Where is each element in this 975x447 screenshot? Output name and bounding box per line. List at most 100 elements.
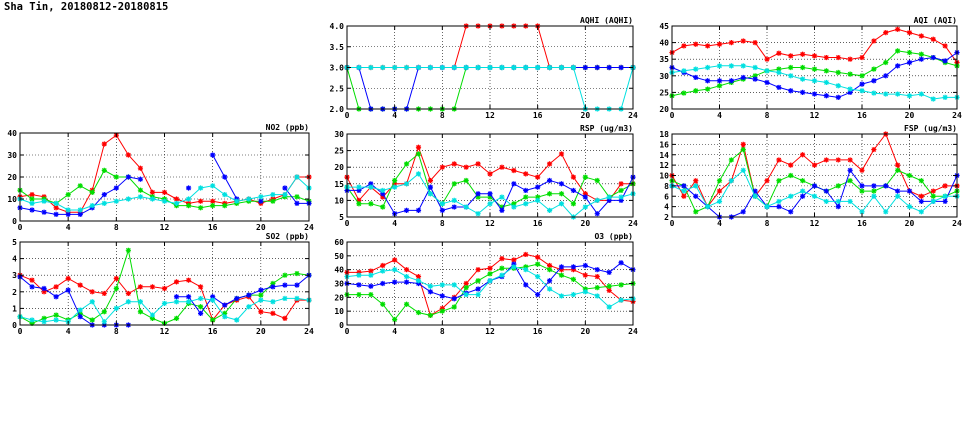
- x-tick-label: 8: [440, 327, 445, 336]
- data-point: [558, 64, 565, 71]
- data-point: [356, 272, 362, 278]
- data-point: [185, 203, 192, 209]
- data-point: [294, 270, 300, 277]
- data-point: [137, 176, 144, 182]
- data-point: [210, 297, 216, 303]
- y-tick-label: 2.5: [330, 84, 345, 93]
- data-point: [53, 294, 59, 300]
- data-point: [270, 280, 276, 287]
- data-point: [487, 191, 493, 197]
- data-point: [606, 304, 612, 310]
- y-tick-label: 0: [12, 217, 17, 226]
- x-tick-label: 12: [810, 111, 820, 120]
- data-point: [895, 162, 901, 168]
- x-tick-label: 4: [717, 111, 722, 120]
- data-point: [368, 181, 374, 187]
- data-point: [380, 204, 386, 210]
- data-point: [439, 293, 445, 299]
- chart-title: FSP (ug/m3): [904, 124, 957, 133]
- x-tick-label: 24: [304, 327, 314, 336]
- data-point: [847, 71, 853, 77]
- data-point: [752, 76, 758, 82]
- data-point: [811, 78, 818, 84]
- data-point: [859, 81, 865, 87]
- x-tick-label: 8: [114, 223, 119, 232]
- y-tick-label: 40: [7, 129, 17, 138]
- y-tick-label: 20: [659, 105, 669, 114]
- data-point: [356, 64, 362, 71]
- data-point: [788, 88, 794, 94]
- chart-rsp: 0 4 8 12 16 20 24 5 10 15 20 25 30 RSP (ug/m3): [334, 124, 638, 228]
- data-point: [53, 317, 59, 323]
- data-point: [546, 161, 553, 167]
- data-point: [427, 184, 434, 190]
- data-point: [463, 64, 469, 71]
- data-point: [871, 66, 877, 72]
- y-tick-label: 20: [334, 163, 344, 172]
- data-point: [918, 91, 924, 97]
- y-tick-label: 10: [334, 307, 344, 316]
- data-point: [918, 56, 924, 62]
- data-point: [499, 265, 505, 271]
- data-point: [487, 201, 493, 207]
- data-point: [29, 192, 35, 198]
- data-point: [871, 146, 877, 153]
- data-point: [800, 51, 806, 57]
- data-point: [764, 68, 770, 74]
- data-point: [800, 188, 806, 194]
- data-point: [895, 193, 901, 199]
- data-point: [282, 295, 288, 302]
- data-point: [173, 196, 180, 202]
- data-point: [811, 53, 818, 59]
- data-point: [859, 188, 865, 194]
- data-point: [89, 189, 95, 195]
- data-point: [270, 310, 276, 316]
- y-tick-label: 40: [659, 39, 669, 48]
- data-point: [380, 301, 386, 307]
- data-point: [125, 196, 131, 202]
- data-point: [788, 53, 794, 59]
- y-tick-label: 30: [659, 72, 669, 81]
- data-point: [77, 307, 83, 313]
- data-point: [53, 211, 59, 217]
- data-point: [415, 309, 422, 316]
- data-point: [125, 152, 131, 158]
- data-point: [380, 280, 386, 287]
- chart-no2: 0 4 8 12 16 20 24 0 10 20 30 40 NO2 (ppb): [7, 123, 314, 232]
- data-point: [41, 319, 47, 325]
- data-point: [523, 187, 529, 194]
- data-point: [463, 280, 469, 287]
- data-point: [439, 282, 445, 288]
- data-point: [764, 178, 770, 184]
- data-point: [752, 40, 758, 46]
- data-point: [475, 267, 481, 273]
- x-tick-label: 8: [114, 327, 119, 336]
- data-point: [594, 293, 600, 299]
- data-point: [728, 178, 734, 184]
- data-point: [918, 198, 924, 205]
- data-point: [392, 267, 398, 273]
- data-point: [403, 207, 410, 213]
- data-point: [835, 54, 841, 61]
- data-point: [535, 184, 541, 190]
- y-tick-label: 3.0: [330, 64, 345, 73]
- data-point: [523, 282, 529, 288]
- chart-title: O3 (ppb): [594, 232, 633, 241]
- data-point: [871, 38, 877, 44]
- x-tick-label: 12: [160, 223, 170, 232]
- data-point: [823, 198, 829, 205]
- data-point: [415, 273, 422, 280]
- data-point: [210, 317, 216, 323]
- data-point: [487, 271, 493, 277]
- data-point: [847, 86, 853, 92]
- x-tick-label: 8: [765, 219, 770, 228]
- x-tick-label: 12: [160, 327, 170, 336]
- x-tick-label: 12: [810, 219, 820, 228]
- data-point: [942, 94, 948, 100]
- data-point: [380, 268, 386, 274]
- data-point: [752, 64, 758, 71]
- data-point: [895, 26, 901, 32]
- data-point: [716, 83, 723, 89]
- data-point: [606, 269, 612, 276]
